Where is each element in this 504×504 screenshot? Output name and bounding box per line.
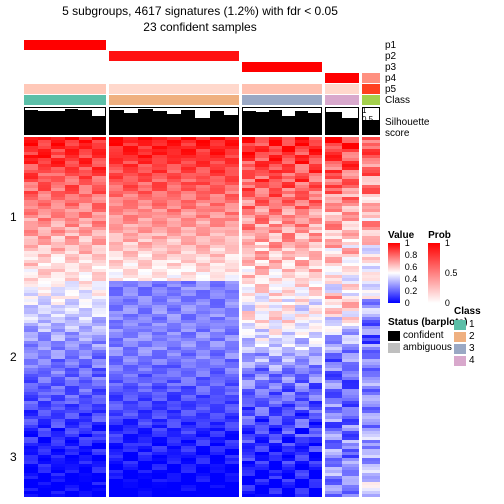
group-block [109, 95, 239, 105]
group-block [242, 62, 322, 72]
group-block [242, 40, 322, 50]
legend-status: Status (barplots) confidentambiguous [388, 317, 498, 353]
side-label: p2 [385, 51, 429, 62]
group-block [24, 84, 106, 94]
value-colorbar [388, 243, 400, 303]
legend-item: 3 [454, 343, 481, 354]
prob-colorbar [428, 243, 440, 303]
group-block [325, 40, 359, 50]
side-label: p4 [385, 73, 429, 84]
group-block [109, 84, 239, 94]
group-block [362, 51, 380, 61]
row-cluster-label: 2 [10, 350, 17, 364]
silhouette-group [325, 107, 359, 135]
group-block [325, 95, 359, 105]
heatmap-group [362, 137, 380, 497]
group-block [24, 73, 106, 83]
group-block [242, 73, 322, 83]
group-block [24, 62, 106, 72]
group-block [109, 62, 239, 72]
group-block [242, 84, 322, 94]
group-block [109, 73, 239, 83]
track-side-labels: p1p2p3p4p5Class Silhouettescore [385, 40, 429, 139]
silhouette-axis: 10.50 [362, 106, 373, 133]
group-block [242, 95, 322, 105]
side-label [385, 106, 429, 117]
group-block [24, 40, 106, 50]
heatmap-group [24, 137, 106, 497]
legend-item: 1 [454, 319, 481, 330]
group-block [362, 73, 380, 83]
title-line-2: 23 confident samples [20, 20, 380, 34]
row-cluster-label: 1 [10, 210, 17, 224]
legends: Value 10.80.60.40.20 Prob 10.50 Status (… [388, 230, 498, 361]
legend-value-title: Value [388, 230, 414, 241]
legend-prob: Prob 10.50 [428, 230, 451, 303]
legend-value: Value 10.80.60.40.20 [388, 230, 414, 303]
title-line-1: 5 subgroups, 4617 signatures (1.2%) with… [20, 4, 380, 18]
group-block [24, 95, 106, 105]
legend-class: Class 1234 [454, 306, 481, 367]
group-block [325, 51, 359, 61]
heatmap-group [325, 137, 359, 497]
side-label: p5 [385, 84, 429, 95]
group-block [362, 62, 380, 72]
group-block [362, 84, 380, 94]
group-block [325, 84, 359, 94]
silhouette-group [24, 107, 106, 135]
heatmap-group [242, 137, 322, 497]
group-block [242, 51, 322, 61]
side-label: score [385, 128, 429, 139]
group-block [362, 95, 380, 105]
silhouette-group [109, 107, 239, 135]
legend-item: 2 [454, 331, 481, 342]
silhouette-group [242, 107, 322, 135]
legend-status-title: Status (barplots) [388, 317, 498, 328]
side-label: p3 [385, 62, 429, 73]
side-label: p1 [385, 40, 429, 51]
row-cluster-label: 3 [10, 450, 17, 464]
legend-class-title: Class [454, 306, 481, 317]
group-block [325, 73, 359, 83]
group-block [109, 40, 239, 50]
side-label: Silhouette [385, 117, 429, 128]
legend-item: ambiguous [388, 342, 498, 353]
group-block [109, 51, 239, 61]
group-block [325, 62, 359, 72]
side-label: Class [385, 95, 429, 106]
heatmap-group [109, 137, 239, 497]
legend-item: confident [388, 330, 498, 341]
legend-item: 4 [454, 355, 481, 366]
group-block [24, 51, 106, 61]
group-block [362, 40, 380, 50]
